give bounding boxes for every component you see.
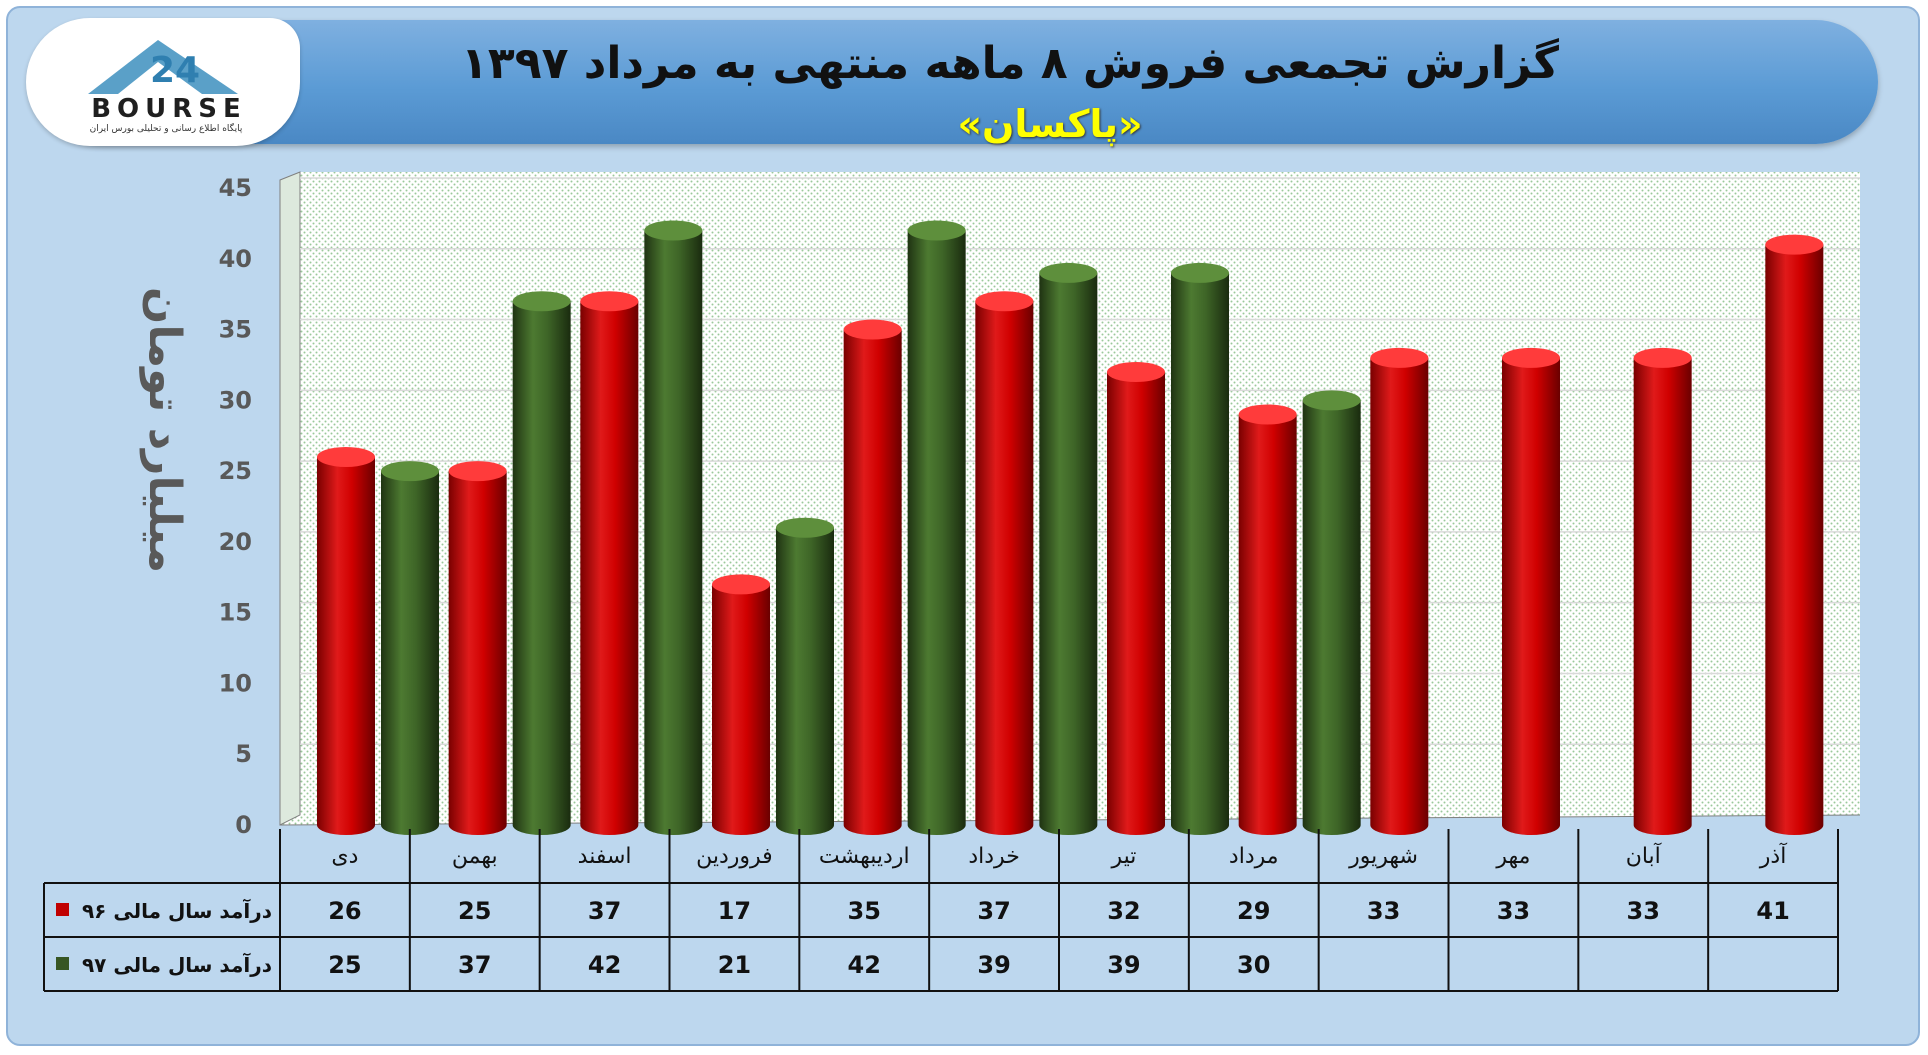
bar-97-4 <box>907 220 966 835</box>
bar-97-7 <box>1302 390 1361 835</box>
logo-word: BOURSE <box>91 94 247 124</box>
category-label: بهمن <box>452 844 498 869</box>
data-value: 33 <box>1627 897 1660 925</box>
category-label: مهر <box>1495 844 1530 869</box>
bar-97-2 <box>644 220 703 835</box>
category-label: آذر <box>1759 842 1787 869</box>
legend-swatch <box>56 957 69 970</box>
category-label: شهریور <box>1348 844 1418 869</box>
bar-96-6 <box>1107 362 1165 835</box>
bars <box>317 220 1824 836</box>
logo-tagline: پایگاه اطلاع رسانی و تحلیلی بورس ایران <box>89 124 243 134</box>
series-name: درآمد سال مالی ۹۷ <box>82 952 272 977</box>
data-value: 17 <box>718 897 751 925</box>
y-tick-label: 45 <box>219 174 252 202</box>
data-value: 25 <box>328 951 361 979</box>
data-value: 26 <box>328 897 361 925</box>
category-label: فروردین <box>696 844 773 869</box>
category-label: مرداد <box>1229 844 1279 869</box>
data-value: 30 <box>1237 951 1270 979</box>
y-tick-label: 20 <box>219 528 252 556</box>
bourse24-logo: 24 BOURSE پایگاه اطلاع رسانی و تحلیلی بو… <box>26 18 300 146</box>
y-tick-label: 5 <box>235 740 252 768</box>
page-title: گزارش تجمعی فروش ۸ ماهه منتهی به مرداد ۱… <box>461 38 1559 89</box>
y-tick-label: 10 <box>219 669 252 697</box>
data-value: 29 <box>1237 897 1270 925</box>
series-name: درآمد سال مالی ۹۶ <box>82 898 272 923</box>
category-label: اردیبهشت <box>819 844 910 869</box>
category-label: آبان <box>1626 842 1662 869</box>
bar-96-7 <box>1238 404 1297 835</box>
data-value: 33 <box>1367 897 1400 925</box>
bar-96-2 <box>580 291 639 835</box>
y-tick-label: 30 <box>219 386 252 414</box>
category-label: خرداد <box>968 844 1019 869</box>
header-banner: گزارش تجمعی فروش ۸ ماهه منتهی به مرداد ۱… <box>40 20 1878 146</box>
data-value: 39 <box>977 951 1010 979</box>
data-value: 21 <box>718 951 751 979</box>
bar-96-9 <box>1502 347 1560 835</box>
bar-96-11 <box>1765 234 1824 836</box>
bar-96-0 <box>317 446 375 835</box>
data-value: 39 <box>1107 951 1140 979</box>
data-value: 25 <box>458 897 491 925</box>
data-value: 41 <box>1756 897 1789 925</box>
plot-side-wall <box>279 171 301 826</box>
legend-swatch <box>56 903 69 916</box>
data-value: 32 <box>1107 897 1140 925</box>
data-value: 33 <box>1497 897 1530 925</box>
category-label: اسفند <box>578 844 632 869</box>
bar-97-1 <box>512 291 571 835</box>
bar-96-1 <box>448 461 507 835</box>
bar-96-4 <box>843 319 902 835</box>
company-name: «پاکسان» <box>957 102 1143 146</box>
data-value: 37 <box>977 897 1010 925</box>
category-label: تیر <box>1110 844 1136 869</box>
data-value: 35 <box>848 897 881 925</box>
y-tick-label: 40 <box>219 245 252 273</box>
bar-97-0 <box>381 461 439 835</box>
bar-96-3 <box>712 574 770 835</box>
category-label: دی <box>331 844 358 869</box>
bar-97-5 <box>1039 262 1098 835</box>
y-axis-ticks: 0 5 10 15 20 25 30 35 40 45 <box>219 174 252 839</box>
y-tick-label: 15 <box>219 599 252 627</box>
y-axis-label: میلیارد تومان <box>139 287 190 573</box>
y-tick-label: 0 <box>235 811 252 839</box>
y-tick-label: 35 <box>219 316 252 344</box>
bar-96-10 <box>1633 347 1692 835</box>
data-value: 42 <box>848 951 881 979</box>
logo-mark-icon: 24 <box>88 40 238 94</box>
data-table: دی بهمن اسفند فروردین اردیبهشت خرداد تیر مرداد ش… <box>43 829 1839 992</box>
data-value: 42 <box>588 951 621 979</box>
data-value: 37 <box>588 897 621 925</box>
bar-96-8 <box>1370 347 1429 835</box>
bar-97-3 <box>776 517 834 835</box>
logo-number: 24 <box>150 50 200 91</box>
bar-96-5 <box>975 291 1034 836</box>
data-value: 37 <box>458 951 491 979</box>
y-tick-label: 25 <box>219 457 252 485</box>
bar-97-6 <box>1171 262 1229 835</box>
